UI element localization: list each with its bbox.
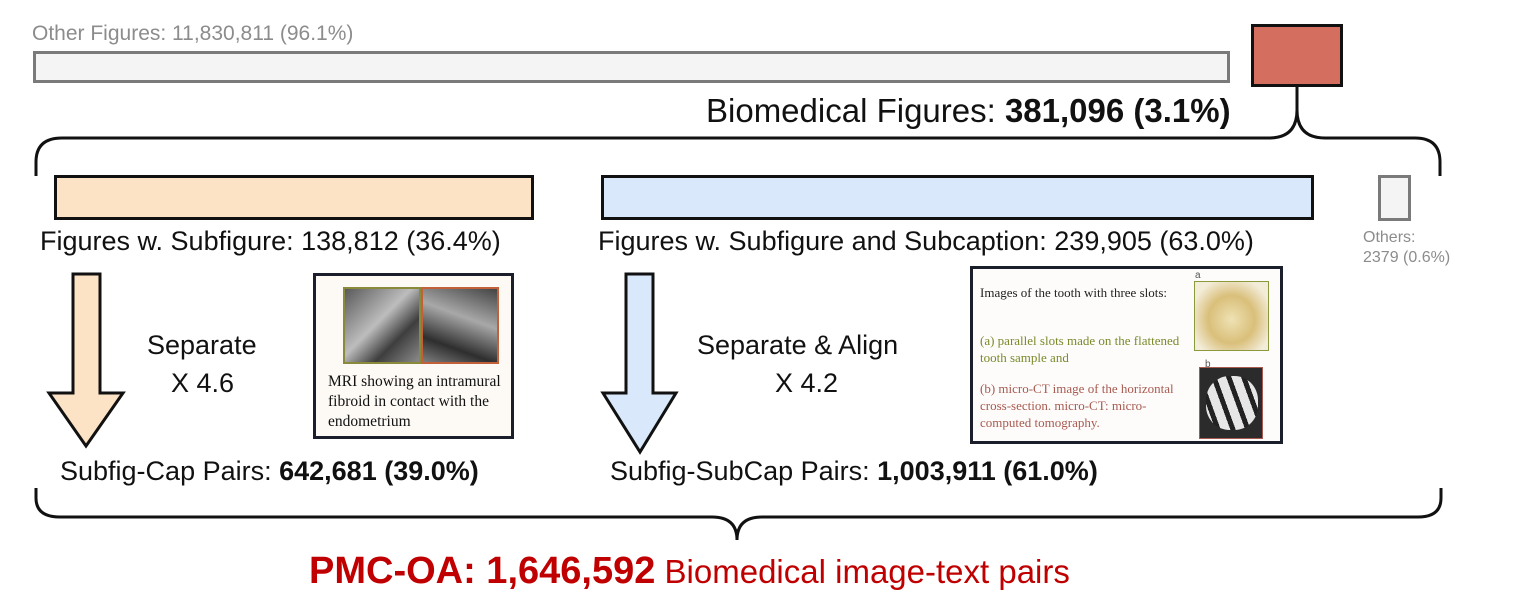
others-bar (1378, 175, 1411, 221)
subfigure-bar (54, 175, 534, 220)
biomedical-figures-label: Biomedical Figures: 381,096 (3.1%) (706, 92, 1231, 130)
tooth-tag-a: a (1195, 270, 1201, 281)
mri-caption: MRI showing an intramural fibroid in con… (328, 373, 501, 430)
separate-align-label: Separate & Align (697, 330, 899, 360)
tooth-tag-b: b (1205, 359, 1211, 370)
other-figures-label: Other Figures: 11,830,811 (96.1%) (32, 22, 354, 45)
tooth-image-a (1194, 281, 1269, 351)
bottom-brace (34, 488, 1443, 541)
subfig-cap-pairs: Subfig-Cap Pairs: 642,681 (39.0%) (60, 456, 479, 487)
biomedical-figures-bar (1251, 24, 1343, 87)
other-figures-bar (33, 51, 1230, 83)
subfig-subcap-pairs-value: 1,003,911 (61.0%) (877, 456, 1098, 486)
separate-label: Separate (147, 330, 257, 360)
tooth-caption-a: (a) parallel slots made on the flattened… (980, 333, 1180, 365)
subfig-cap-pairs-value: 642,681 (39.0%) (279, 456, 479, 486)
pmc-oa-total: PMC-OA: 1,646,592 Biomedical image-text … (309, 550, 1070, 593)
tooth-image-b (1199, 367, 1263, 439)
pmc-oa-total-value: PMC-OA: 1,646,592 (309, 550, 656, 592)
biomedical-figures-text: Biomedical Figures: (706, 92, 1005, 129)
pmc-oa-total-description: Biomedical image-text pairs (655, 553, 1070, 590)
biomedical-figures-value: 381,096 (3.1%) (1004, 92, 1231, 129)
mri-image-right (421, 287, 499, 364)
tooth-ct-cross-section (1206, 376, 1258, 430)
left-down-arrow (46, 272, 126, 449)
mri-image-left (343, 287, 421, 364)
example-subcaption-panel: Images of the tooth with three slots: (a… (970, 266, 1283, 444)
right-down-arrow (600, 272, 679, 455)
subcaption-label: Figures w. Subfigure and Subcaption: 239… (598, 226, 1254, 256)
subfig-subcap-pairs: Subfig-SubCap Pairs: 1,003,911 (61.0%) (610, 456, 1098, 487)
subcaption-bar (601, 175, 1314, 220)
example-subfigure-panel: MRI showing an intramural fibroid in con… (313, 273, 514, 439)
subfig-subcap-pairs-label: Subfig-SubCap Pairs: (610, 456, 878, 486)
subfig-cap-pairs-label: Subfig-Cap Pairs: (60, 456, 280, 486)
others-value: 2379 (0.6%) (1363, 249, 1451, 266)
tooth-caption-intro: Images of the tooth with three slots: (980, 285, 1168, 300)
separate-align-multiplier: X 4.2 (775, 368, 839, 398)
separate-multiplier: X 4.6 (171, 368, 235, 398)
top-brace-left (34, 109, 1299, 176)
subfigure-label: Figures w. Subfigure: 138,812 (36.4%) (40, 226, 501, 256)
top-brace (1295, 87, 1442, 176)
tooth-caption-b: (b) micro-CT image of the horizontal cro… (980, 381, 1174, 430)
others-label: Others: (1363, 229, 1416, 246)
